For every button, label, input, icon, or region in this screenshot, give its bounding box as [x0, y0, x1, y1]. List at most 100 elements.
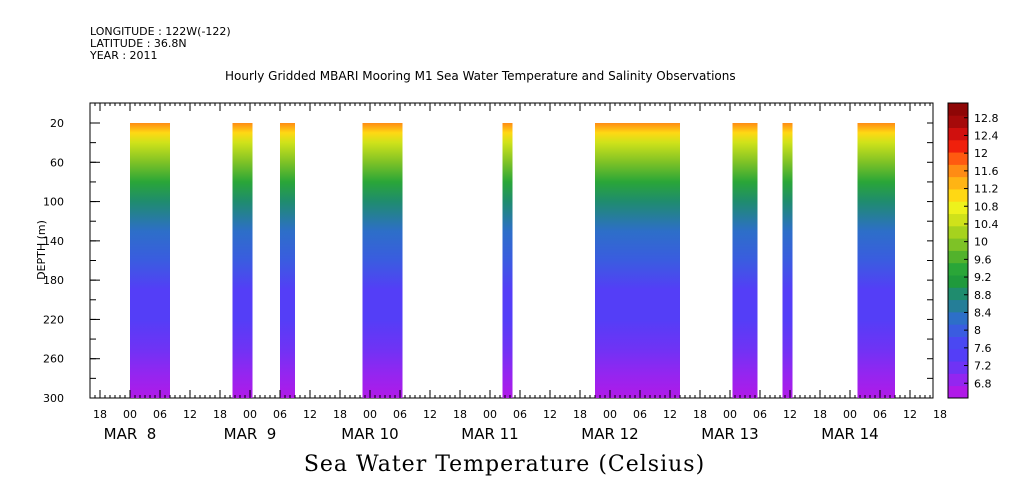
x-hour-label: 06: [273, 408, 287, 421]
colorbar-level-label: 7.6: [974, 342, 992, 355]
colorbar-swatch: [948, 201, 968, 215]
y-tick-label: 140: [43, 235, 64, 248]
colorbar-level-label: 12: [974, 147, 988, 160]
colorbar-swatch: [948, 348, 968, 362]
colorbar-level-label: 8: [974, 324, 981, 337]
colorbar-swatch: [948, 385, 968, 399]
colorbar-swatch: [948, 287, 968, 301]
colorbar-level-label: 8.8: [974, 289, 992, 302]
x-hour-label: 06: [393, 408, 407, 421]
y-tick-label: 20: [50, 117, 64, 130]
y-axis-label: DEPTH (m): [35, 220, 48, 280]
x-hour-label: 00: [723, 408, 737, 421]
x-hour-label: 00: [363, 408, 377, 421]
x-hour-label: 12: [183, 408, 197, 421]
data-segment: [857, 123, 895, 398]
x-hour-label: 12: [903, 408, 917, 421]
x-date-label: MAR 10: [341, 425, 398, 443]
x-date-label: MAR 13: [701, 425, 758, 443]
x-hour-label: 12: [663, 408, 677, 421]
colorbar-swatch: [948, 275, 968, 288]
colorbar-level-label: 9.2: [974, 271, 992, 284]
longitude-label: LONGITUDE : 122W(-122): [90, 25, 231, 38]
x-hour-label: 00: [843, 408, 857, 421]
colorbar-level-label: 10: [974, 236, 988, 249]
x-date-label: MAR 9: [224, 425, 277, 443]
x-hour-label: 06: [153, 408, 167, 421]
x-hour-label: 06: [633, 408, 647, 421]
colorbar-swatch: [948, 115, 968, 128]
x-hour-label: 18: [333, 408, 347, 421]
y-tick-label: 300: [43, 392, 64, 405]
colorbar-swatch: [948, 103, 968, 116]
x-hour-label: 06: [873, 408, 887, 421]
colorbar-swatch: [948, 139, 968, 153]
colorbar-level-label: 7.2: [974, 360, 992, 373]
x-hour-label: 00: [243, 408, 257, 421]
x-hour-label: 18: [573, 408, 587, 421]
colorbar-frame: [947, 102, 969, 399]
x-hour-label: 06: [753, 408, 767, 421]
data-segment: [280, 123, 295, 398]
x-hour-label: 18: [813, 408, 827, 421]
x-hour-label: 00: [603, 408, 617, 421]
y-tick-label: 60: [50, 156, 64, 169]
colorbar-swatch: [948, 373, 968, 387]
x-date-label: MAR 12: [581, 425, 638, 443]
colorbar-level-label: 8.4: [974, 306, 992, 319]
data-segment: [732, 123, 758, 398]
y-tick-label: 220: [43, 313, 64, 326]
colorbar-swatch: [948, 152, 968, 165]
colorbar-swatch: [948, 176, 968, 190]
colorbar-swatch: [948, 250, 968, 264]
colorbar-level-label: 12.8: [974, 112, 999, 125]
x-hour-label: 12: [543, 408, 557, 421]
x-hour-label: 18: [453, 408, 467, 421]
x-hour-label: 18: [933, 408, 947, 421]
x-date-label: MAR 8: [104, 425, 157, 443]
colorbar-swatch: [948, 324, 968, 337]
year-label: YEAR : 2011: [90, 49, 158, 62]
y-tick-label: 260: [43, 353, 64, 366]
colorbar-swatch: [948, 238, 968, 251]
x-hour-label: 12: [423, 408, 437, 421]
colorbar-level-label: 10.4: [974, 218, 999, 231]
y-tick-label: 180: [43, 274, 64, 287]
colorbar-swatch: [948, 262, 968, 276]
colorbar-swatch: [948, 336, 968, 350]
x-hour-label: 06: [513, 408, 527, 421]
colorbar-level-label: 11.6: [974, 165, 999, 178]
x-date-label: MAR 11: [461, 425, 518, 443]
x-hour-label: 18: [93, 408, 107, 421]
data-segment: [502, 123, 513, 398]
colorbar-swatch: [948, 361, 968, 374]
colorbar-swatch: [948, 127, 968, 141]
chart-title: Hourly Gridded MBARI Mooring M1 Sea Wate…: [225, 69, 736, 83]
x-hour-label: 18: [693, 408, 707, 421]
colorbar-level-label: 9.6: [974, 253, 992, 266]
colorbar-swatch: [948, 164, 968, 178]
x-hour-label: 18: [213, 408, 227, 421]
colorbar-swatch: [948, 213, 968, 227]
y-tick-label: 100: [43, 196, 64, 209]
data-segment: [232, 123, 253, 398]
colorbar-swatch: [948, 311, 968, 325]
colorbar-swatch: [948, 225, 968, 239]
x-date-label: MAR 14: [821, 425, 878, 443]
colorbar-level-label: 10.8: [974, 200, 999, 213]
colorbar-swatch: [948, 189, 968, 202]
plot-area: [89, 102, 934, 399]
x-hour-label: 12: [783, 408, 797, 421]
data-segment: [130, 123, 170, 398]
colorbar-level-label: 12.4: [974, 129, 999, 142]
colorbar-level-label: 11.2: [974, 183, 999, 196]
colorbar: 6.8 7.2 7.6 8 8.4 8.8 9.2 9.6 10 10.4 10.8 11.2 11.6…: [947, 102, 999, 399]
data-segment: [362, 123, 403, 398]
data-segment: [595, 123, 680, 398]
x-hour-label: 00: [123, 408, 137, 421]
colorbar-title: Sea Water Temperature (Celsius): [303, 452, 706, 477]
x-hour-label: 00: [483, 408, 497, 421]
x-axis: 18 00 06 12 18 00 06 12 18 00 06 12 18 00 06 12 18 00 06 12…: [89, 103, 947, 443]
